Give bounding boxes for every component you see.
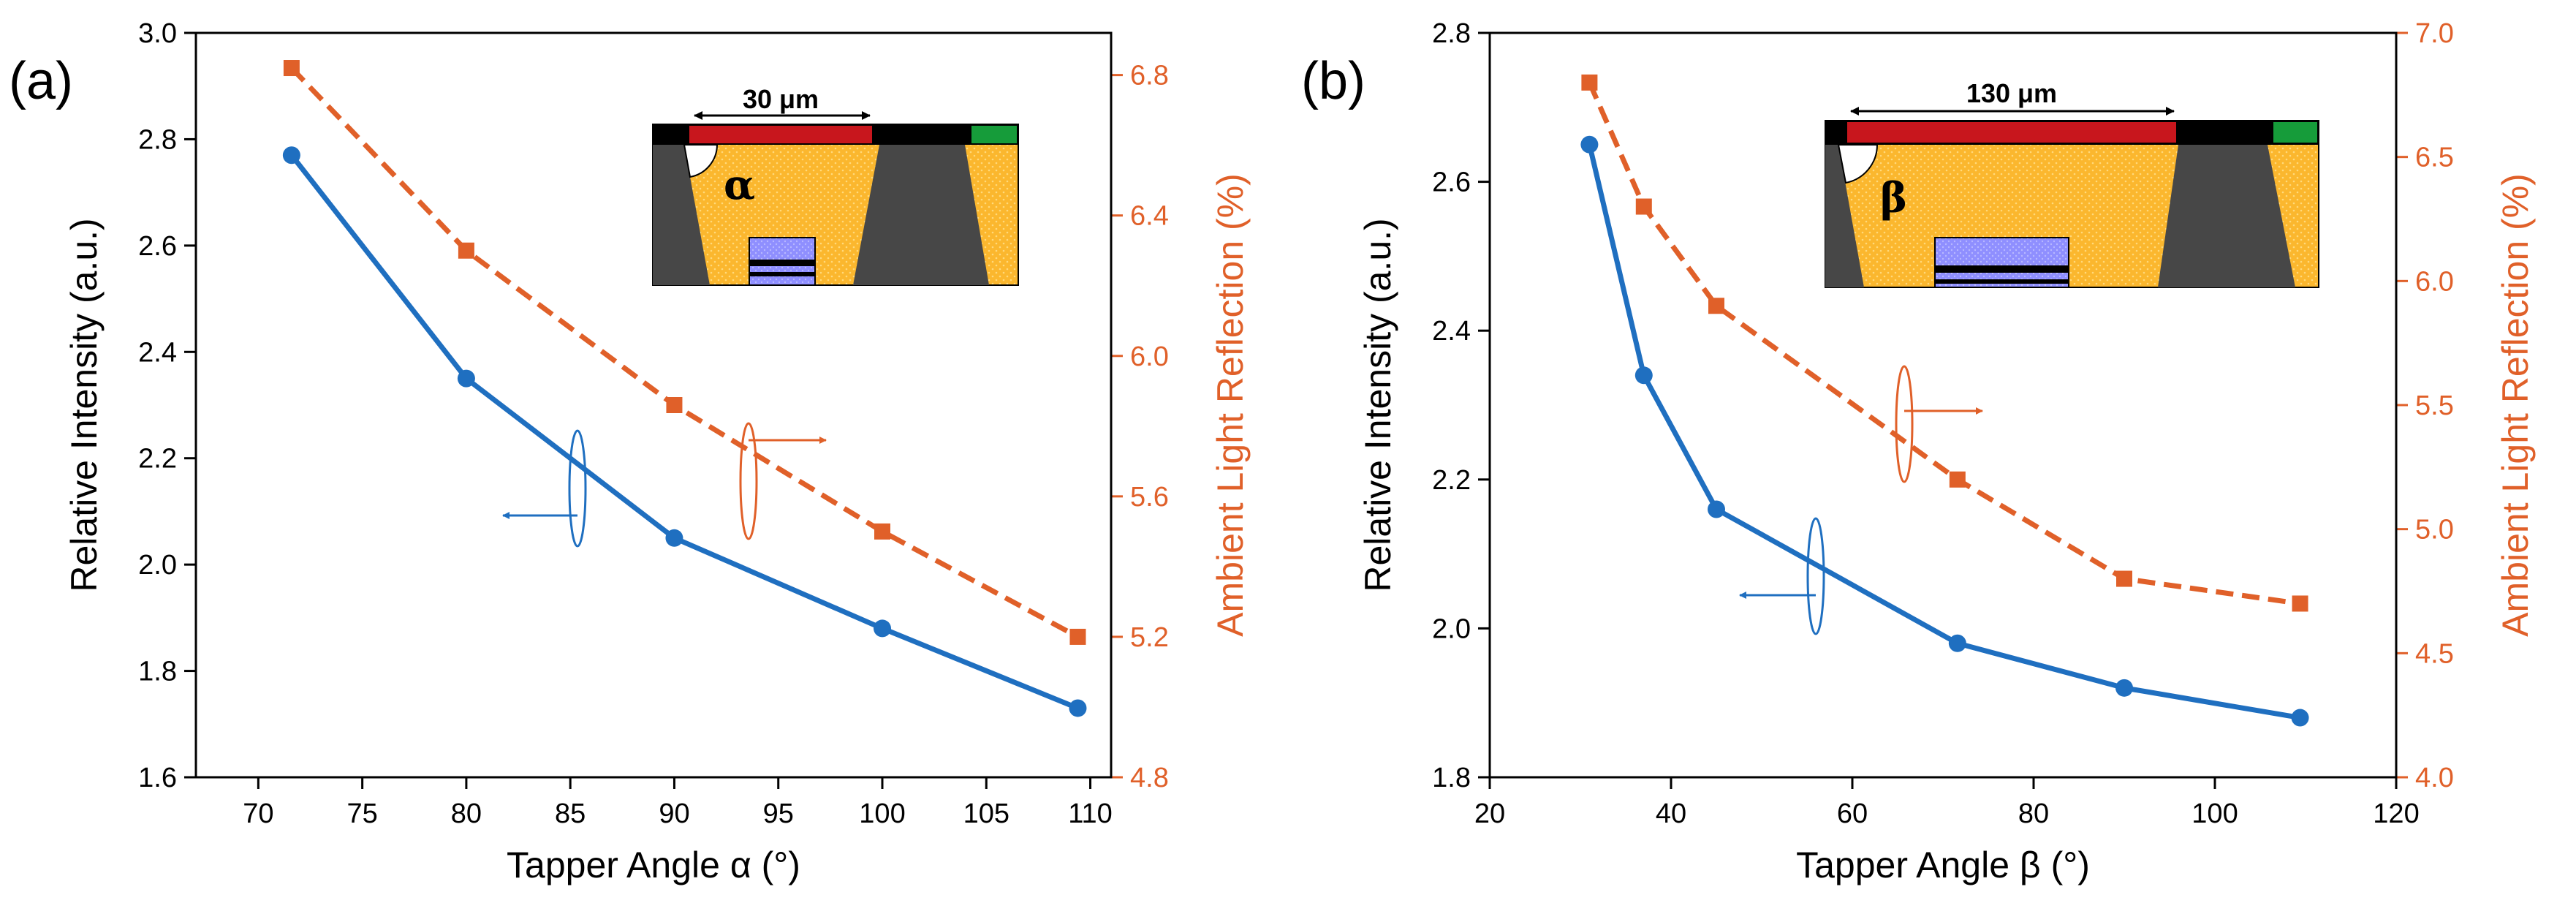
panel-a-reflection-point [1069,628,1086,645]
panel-a: (a) 70 75 80 85 90 95 100 105 110 1.6 1.8 2.0 2.2 2.4… [9,18,1251,885]
panel-b-y-left-tick-label: 2.2 [1432,465,1471,496]
panel-b-intensity-point [1948,634,1966,652]
panel-b-inset-dimension: 130 μm [1966,78,2057,108]
panel-a-inset-dimension: 30 μm [743,84,819,114]
panel-b-reflection-point [2292,595,2308,612]
panel-a-y-left-tick-label: 1.8 [138,657,177,687]
panel-a-label: (a) [9,52,73,110]
panel-b-y-right-tick-label: 4.5 [2415,638,2454,669]
panel-a-y-right-tick-label: 4.8 [1130,763,1169,793]
panel-b-reflection-line [1587,81,2301,606]
panel-a-intensity-point [874,619,891,638]
panel-a-x-tick-label: 105 [963,798,1009,829]
panel-b-reflection-point [1635,198,1652,215]
panel-b: (b) 20 40 60 80 100 120 1.8 2.0 2.2 2.4 2.6 2.8 4.0 4… [1301,18,2536,885]
panel-b-x-tick-label: 120 [2373,798,2419,829]
panel-a-ylabel-right: Ambient Light Reflection (%) [1210,173,1251,637]
panel-b-intensity-point [2291,709,2309,727]
panel-b-intensity-point [1708,500,1725,518]
panel-a-y-left-tick-label: 3.0 [138,18,177,49]
panel-b-y-left-tick-label: 2.4 [1432,316,1471,347]
panel-a-inset-angle-symbol: α [724,161,755,209]
panel-a-reflection-point [458,242,474,259]
panel-a-x-tick-label: 110 [1068,798,1113,829]
panel-b-y-right-tick-label: 4.0 [2415,763,2454,793]
panel-b-y-right-tick-label: 6.5 [2415,143,2454,173]
panel-a-y-left-tick-label: 2.0 [138,550,177,581]
panel-b-ylabel-left: Relative Intensity (a.u.) [1357,218,1398,592]
panel-a-x-tick-label: 90 [659,798,689,829]
panel-a-intensity-point [457,369,475,388]
panel-b-reflection-point [2116,570,2132,587]
panel-a-y-right-tick-label: 6.8 [1130,61,1169,91]
panel-a-reflection-point [283,60,300,77]
panel-a-ylabel-left: Relative Intensity (a.u.) [64,218,105,592]
panel-b-x-tick-label: 100 [2192,798,2238,829]
panel-b-label: (b) [1301,52,1365,110]
panel-b-y-right-tick-label: 5.0 [2415,515,2454,545]
panel-b-x-tick-label: 60 [1837,798,1868,829]
panel-b-y-left-tick-label: 2.0 [1432,613,1471,644]
panel-a-y-right-tick-label: 6.0 [1130,341,1169,372]
panel-a-intensity-point [282,146,300,165]
panel-a-reflection-axis-indicator [739,422,827,540]
panel-b-intensity-point [1580,135,1599,154]
panel-b-reflection-point [1708,298,1724,314]
panel-b-intensity-point [2115,679,2133,697]
panel-b-inset-schematic [1825,107,2319,288]
panel-b-reflection-axis-indicator [1895,365,1983,483]
panel-b-x-tick-label: 40 [1656,798,1686,829]
panel-a-x-tick-label: 70 [243,798,273,829]
panel-b-y-right-tick-label: 6.0 [2415,266,2454,297]
panel-b-x-tick-label: 20 [1474,798,1505,829]
panel-a-y-left-tick-label: 2.2 [138,444,177,475]
panel-b-inset-angle-symbol: β [1880,174,1907,222]
panel-b-y-left-tick-label: 2.6 [1432,167,1471,198]
panel-a-x-tick-label: 95 [763,798,794,829]
panel-a-y-right-tick-label: 6.4 [1130,201,1169,232]
panel-a-y-left-tick-label: 2.4 [138,337,177,368]
panel-a-reflection-point [666,397,683,413]
panel-b-xlabel: Tapper Angle β (°) [1796,845,2090,885]
panel-a-x-tick-label: 75 [346,798,377,829]
panel-b-intensity-axis-indicator [1739,517,1825,635]
panel-a-plot-frame [194,31,1113,779]
panel-a-y-left-tick-label: 1.6 [138,763,177,793]
panel-b-intensity-line [1586,143,2301,721]
panel-b-x-tick-label: 80 [2018,798,2049,829]
panel-b-intensity-point [1634,366,1653,385]
panel-a-x-tick-label: 85 [555,798,586,829]
panel-a-reflection-point [874,523,890,540]
panel-a-y-left-tick-label: 2.8 [138,124,177,155]
panel-b-ylabel-right: Ambient Light Reflection (%) [2495,173,2536,637]
panel-b-y-right-tick-label: 5.5 [2415,390,2454,421]
panel-a-xlabel: Tapper Angle α (°) [507,845,800,885]
panel-a-intensity-axis-indicator [502,429,587,548]
panel-a-intensity-point [665,529,683,547]
panel-a-x-tick-label: 100 [859,798,905,829]
panel-b-y-left-tick-label: 1.8 [1432,763,1471,793]
panel-a-y-right-tick-label: 5.2 [1130,622,1169,653]
panel-a-y-left-tick-label: 2.6 [138,231,177,262]
panel-b-y-right-tick-label: 7.0 [2415,18,2454,49]
panel-a-y-right-tick-label: 5.6 [1130,482,1169,513]
panel-b-y-left-tick-label: 2.8 [1432,18,1471,49]
panel-b-plot-frame [1488,31,2398,779]
panel-a-intensity-point [1069,699,1087,717]
panel-b-reflection-point [1949,471,1966,488]
panel-b-reflection-point [1581,74,1598,91]
panel-a-inset-schematic [652,111,1019,286]
panel-a-x-tick-label: 80 [451,798,482,829]
